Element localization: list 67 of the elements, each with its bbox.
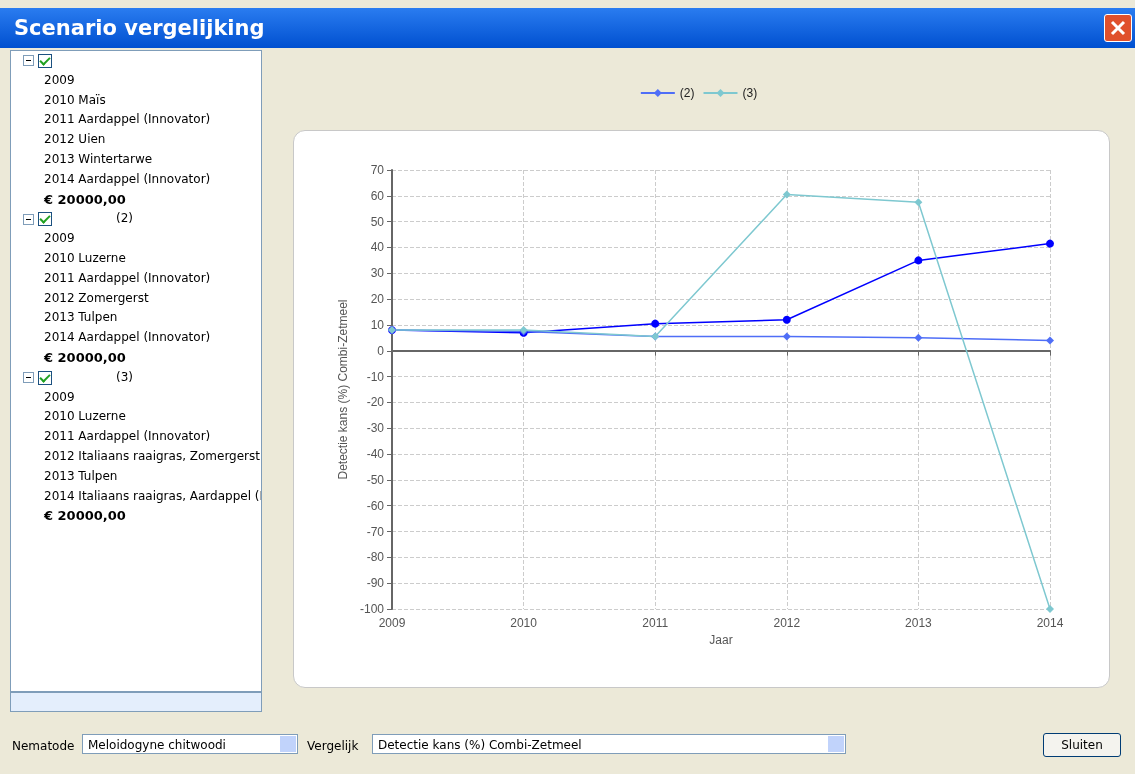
text: (3) (116, 368, 133, 386)
point (914, 198, 923, 207)
text: Nematode (12, 739, 75, 753)
text: 2010 Luzerne (43, 408, 127, 426)
text: 2014 Italiaans raaigras, Aardappel (I (43, 487, 262, 505)
y-tick-label: -10 (366, 369, 385, 384)
y-tick-label: 70 (370, 163, 385, 177)
point (914, 256, 923, 265)
text: 2009 (43, 71, 76, 89)
text: 2012 Zomergerst (43, 289, 150, 307)
text: € 20000,00 (43, 190, 127, 209)
point (914, 333, 923, 342)
text: Meloidogyne chitwoodi (88, 738, 226, 752)
text: 2012 Italiaans raaigras, Zomergerst (43, 447, 261, 465)
y-tick-label: -30 (366, 421, 385, 436)
text: Sluiten (1061, 738, 1103, 752)
text: 2014 Aardappel (Innovator) (43, 329, 212, 347)
point (782, 332, 791, 341)
y-tick-label: 0 (377, 343, 385, 358)
text: 2011 Aardappel (Innovator) (43, 269, 212, 287)
y-tick-label: -70 (366, 524, 385, 539)
x-tick-label: 2014 (1036, 616, 1064, 630)
text: 2009 (43, 230, 76, 248)
x-tick-label: 2011 (642, 616, 669, 630)
point (782, 190, 791, 199)
point (782, 315, 791, 324)
y-tick-label: 60 (370, 188, 385, 203)
point (1046, 239, 1054, 248)
y-tick-label: -100 (359, 602, 385, 616)
text: 2011 Aardappel (Innovator) (43, 111, 212, 129)
point (651, 319, 660, 328)
text: 2012 Uien (43, 131, 107, 149)
legend-label: (3) (742, 86, 758, 100)
text: 2010 Maïs (43, 91, 107, 109)
point (1046, 336, 1054, 345)
y-tick-label: -50 (366, 472, 385, 487)
text: 2013 Wintertarwe (43, 151, 154, 168)
x-tick-label: 2013 (905, 616, 933, 630)
point (1046, 605, 1054, 613)
text: Detectie kans (%) Combi-Zetmeel (378, 738, 582, 752)
text: 2013 Tulpen (43, 309, 119, 327)
y-tick-label: 40 (370, 240, 385, 255)
y-tick-label: -20 (366, 395, 385, 410)
y-tick-label: -40 (366, 447, 385, 462)
x-axis-title: Jaar (709, 632, 733, 647)
y-tick-label: 50 (370, 214, 385, 229)
x-tick-label: 2010 (510, 616, 538, 630)
y-tick-label: 20 (370, 292, 385, 307)
text: 2014 Aardappel (Innovator) (43, 170, 212, 188)
y-tick-label: 10 (370, 317, 385, 332)
text: 2013 Tulpen (43, 467, 119, 485)
text: € 20000,00 (43, 348, 127, 367)
y-axis-title: Detectie kans (%) Combi-Zetmeel (336, 299, 351, 480)
text: (2) (116, 210, 133, 228)
y-tick-label: -60 (366, 498, 385, 513)
x-tick-label: 2012 (773, 616, 801, 630)
text: 2010 Luzerne (43, 249, 127, 267)
legend-label: (2) (679, 86, 695, 100)
text: 2011 Aardappel (Innovator) (43, 428, 212, 446)
text: 2009 (43, 388, 76, 406)
text: Vergelijk (307, 739, 359, 753)
y-tick-label: -80 (366, 550, 385, 565)
text: Scenario vergelijking (14, 16, 265, 40)
y-tick-label: -90 (366, 576, 385, 591)
text: € 20000,00 (43, 507, 127, 526)
y-tick-label: 30 (370, 266, 385, 281)
x-tick-label: 2009 (378, 616, 406, 630)
